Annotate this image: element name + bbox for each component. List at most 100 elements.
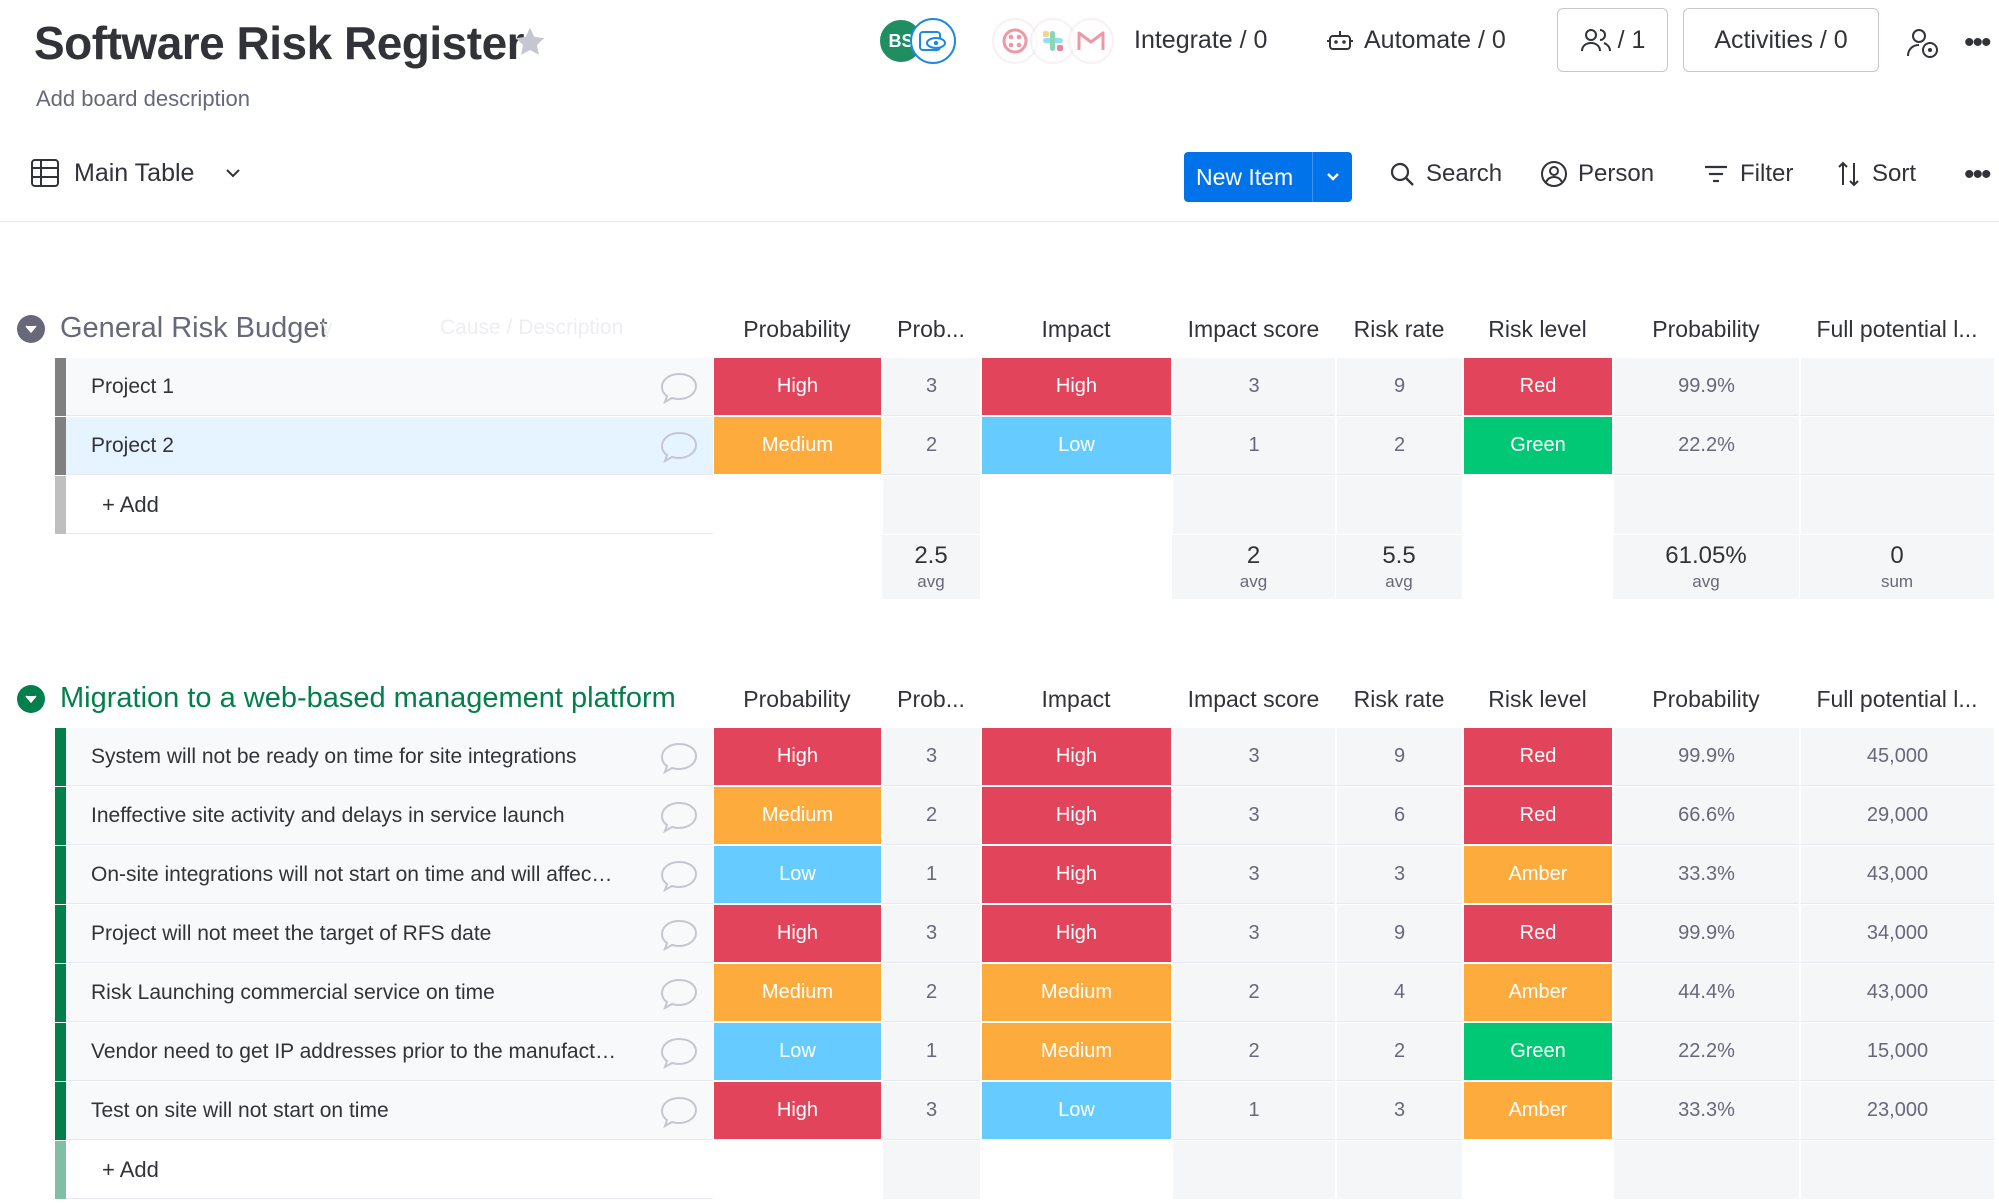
column-header[interactable]: Prob...	[897, 316, 965, 342]
probability-pct-cell[interactable]: 22.2%	[1613, 417, 1799, 475]
prob-score-cell[interactable]: 3	[882, 728, 980, 786]
integrate-button[interactable]: Integrate / 0	[1134, 26, 1267, 55]
column-header[interactable]: Probability	[743, 686, 851, 712]
probability-pct-cell[interactable]: 22.2%	[1613, 1023, 1799, 1081]
prob-score-cell[interactable]: 2	[882, 417, 980, 475]
probability-cell[interactable]: High	[713, 905, 881, 963]
comment-bubble-icon[interactable]	[659, 741, 699, 775]
risk-rate-cell[interactable]: 9	[1336, 358, 1462, 416]
sort-button[interactable]: Sort	[1836, 160, 1916, 188]
risk-level-cell[interactable]: Amber	[1463, 964, 1612, 1022]
impact-cell[interactable]: Low	[981, 417, 1171, 475]
prob-score-cell[interactable]: 3	[882, 905, 980, 963]
column-header[interactable]: Risk level	[1488, 316, 1587, 342]
impact-score-cell[interactable]: 3	[1172, 787, 1335, 845]
risk-rate-cell[interactable]: 9	[1336, 905, 1462, 963]
automate-button[interactable]: Automate / 0	[1326, 26, 1506, 55]
probability-cell[interactable]: Medium	[713, 964, 881, 1022]
probability-cell[interactable]: Low	[713, 846, 881, 904]
column-header[interactable]: Risk rate	[1353, 316, 1445, 342]
table-row[interactable]: Project will not meet the target of RFS …	[55, 905, 1999, 963]
column-header[interactable]: Full potential l...	[1816, 316, 1978, 342]
comment-bubble-icon[interactable]	[659, 918, 699, 952]
full-potential-cell[interactable]: 43,000	[1800, 846, 1994, 904]
item-name-cell[interactable]: On-site integrations will not start on t…	[66, 846, 713, 904]
view-tab-main-table[interactable]: Main Table	[30, 158, 244, 188]
column-header[interactable]: Probability	[1652, 686, 1760, 712]
item-name[interactable]: Project 2	[91, 433, 174, 457]
add-item-row[interactable]: + Add	[55, 476, 1999, 534]
new-item-dropdown[interactable]	[1312, 152, 1352, 202]
comment-bubble-icon[interactable]	[659, 1095, 699, 1129]
prob-score-cell[interactable]: 3	[882, 1082, 980, 1140]
add-item-label[interactable]: + Add	[102, 1156, 159, 1182]
impact-score-cell[interactable]: 2	[1172, 1023, 1335, 1081]
column-header[interactable]: Prob...	[897, 686, 965, 712]
probability-cell[interactable]: High	[713, 358, 881, 416]
item-name[interactable]: System will not be ready on time for sit…	[91, 744, 577, 768]
risk-rate-cell[interactable]: 3	[1336, 846, 1462, 904]
probability-cell[interactable]: High	[713, 1082, 881, 1140]
full-potential-cell[interactable]: 15,000	[1800, 1023, 1994, 1081]
item-name-cell[interactable]: Project 1	[66, 358, 713, 416]
impact-cell[interactable]: High	[981, 728, 1171, 786]
probability-pct-cell[interactable]: 99.9%	[1613, 358, 1799, 416]
table-row[interactable]: Ineffective site activity and delays in …	[55, 787, 1999, 845]
column-header[interactable]: Full potential l...	[1816, 686, 1978, 712]
probability-pct-cell[interactable]: 44.4%	[1613, 964, 1799, 1022]
impact-cell[interactable]: Low	[981, 1082, 1171, 1140]
risk-level-cell[interactable]: Amber	[1463, 846, 1612, 904]
add-item-row[interactable]: + Add	[55, 1141, 1999, 1199]
prob-score-cell[interactable]: 2	[882, 787, 980, 845]
probability-pct-summary[interactable]: 61.05% avg	[1613, 535, 1799, 599]
new-item-button[interactable]: New Item	[1184, 152, 1352, 202]
item-name[interactable]: Vendor need to get IP addresses prior to…	[91, 1039, 616, 1063]
group-title[interactable]: Migration to a web-based management plat…	[60, 682, 676, 714]
risk-rate-summary[interactable]: 5.5 avg	[1336, 535, 1462, 599]
full-potential-cell[interactable]	[1800, 417, 1994, 475]
column-header[interactable]: Impact score	[1187, 316, 1320, 342]
comment-bubble-icon[interactable]	[659, 371, 699, 405]
impact-cell[interactable]: High	[981, 846, 1171, 904]
probability-pct-cell[interactable]: 33.3%	[1613, 1082, 1799, 1140]
impact-cell[interactable]: Medium	[981, 964, 1171, 1022]
star-icon[interactable]	[512, 24, 548, 60]
impact-score-cell[interactable]: 1	[1172, 1082, 1335, 1140]
prob-score-cell[interactable]: 2	[882, 964, 980, 1022]
add-item-input[interactable]: + Add	[66, 1141, 713, 1199]
comment-bubble-icon[interactable]	[659, 430, 699, 464]
impact-score-cell[interactable]: 3	[1172, 728, 1335, 786]
item-name-cell[interactable]: Vendor need to get IP addresses prior to…	[66, 1023, 713, 1081]
add-item-label[interactable]: + Add	[102, 491, 159, 517]
risk-level-cell[interactable]: Red	[1463, 787, 1612, 845]
risk-level-cell[interactable]: Red	[1463, 728, 1612, 786]
add-item-input[interactable]: + Add	[66, 476, 713, 534]
item-name-cell[interactable]: Ineffective site activity and delays in …	[66, 787, 713, 845]
table-row[interactable]: Project 2 Medium 2 Low 1 2 Green 22.2%	[55, 417, 1999, 475]
board-title[interactable]: Software Risk Register	[34, 17, 525, 69]
item-name[interactable]: Test on site will not start on time	[91, 1098, 389, 1122]
gmail-icon[interactable]	[1068, 18, 1114, 64]
item-name-cell[interactable]: Risk Launching commercial service on tim…	[66, 964, 713, 1022]
impact-score-cell[interactable]: 1	[1172, 417, 1335, 475]
comment-bubble-icon[interactable]	[659, 800, 699, 834]
column-header[interactable]: Impact	[1041, 316, 1111, 342]
probability-pct-cell[interactable]: 99.9%	[1613, 728, 1799, 786]
full-potential-cell[interactable]: 23,000	[1800, 1082, 1994, 1140]
members-button[interactable]: / 1	[1557, 8, 1668, 72]
column-header[interactable]: Risk rate	[1353, 686, 1445, 712]
risk-rate-cell[interactable]: 2	[1336, 417, 1462, 475]
full-potential-cell[interactable]: 34,000	[1800, 905, 1994, 963]
probability-pct-cell[interactable]: 99.9%	[1613, 905, 1799, 963]
risk-level-cell[interactable]: Red	[1463, 358, 1612, 416]
search-button[interactable]: Search	[1388, 160, 1502, 188]
prob-score-cell[interactable]: 3	[882, 358, 980, 416]
impact-score-cell[interactable]: 3	[1172, 358, 1335, 416]
item-name[interactable]: Ineffective site activity and delays in …	[91, 803, 565, 827]
table-row[interactable]: System will not be ready on time for sit…	[55, 728, 1999, 786]
probability-pct-cell[interactable]: 33.3%	[1613, 846, 1799, 904]
probability-cell[interactable]: Low	[713, 1023, 881, 1081]
full-potential-cell[interactable]: 29,000	[1800, 787, 1994, 845]
chevron-down-icon[interactable]	[222, 162, 244, 184]
item-name-cell[interactable]: Project 2	[66, 417, 713, 475]
